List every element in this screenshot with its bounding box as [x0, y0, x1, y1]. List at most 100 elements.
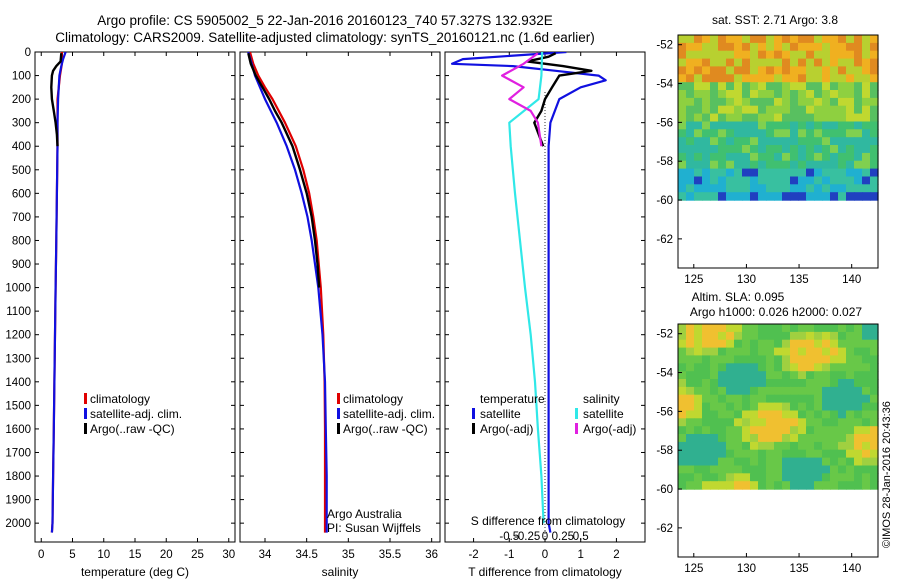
map-cell: [830, 402, 839, 412]
map-cell: [798, 66, 807, 75]
map-cell: [854, 394, 863, 404]
map-cell: [806, 90, 815, 99]
map-cell: [718, 97, 727, 107]
map-cell: [710, 449, 719, 459]
map-cell: [678, 465, 687, 474]
map-cell: [846, 434, 855, 443]
map-cell: [702, 379, 711, 388]
map-cell: [838, 441, 847, 451]
map-cell: [678, 386, 687, 396]
salinity-series-argo-raw-qc-: [247, 52, 321, 288]
map-cell: [750, 90, 759, 99]
map-cell: [726, 66, 735, 75]
map-cell: [838, 402, 847, 412]
map-cell: [854, 339, 863, 349]
map-cell: [862, 379, 871, 388]
map-cell: [782, 379, 791, 388]
map-cell: [710, 145, 719, 154]
map-cell: [734, 160, 743, 170]
map-cell: [862, 137, 871, 146]
map-cell: [790, 473, 799, 482]
figure-title-line1: Argo profile: CS 5905002_5 22-Jan-2016 2…: [97, 13, 553, 28]
map-cell: [678, 434, 687, 443]
map-y-tick-label: -62: [656, 234, 673, 246]
x-tick-label: 10: [97, 549, 110, 561]
map-cell: [814, 449, 823, 459]
map-cell: [678, 113, 687, 123]
map-cell: [870, 418, 879, 427]
map-cell: [846, 176, 855, 185]
map-cell: [846, 152, 855, 162]
map-cell: [766, 66, 775, 75]
map-cell: [726, 192, 735, 201]
map-cell: [694, 324, 703, 333]
map-cell: [702, 324, 711, 333]
map-cell: [694, 410, 703, 419]
map-cell: [758, 434, 767, 443]
map-cell: [814, 355, 823, 364]
map-cell: [726, 386, 735, 396]
map-cell: [750, 379, 759, 388]
map-cell: [854, 371, 863, 380]
map-cell: [798, 418, 807, 427]
map-cell: [862, 355, 871, 364]
map-cell: [806, 434, 815, 443]
map-cell: [830, 331, 839, 341]
map-cell: [686, 152, 695, 162]
map-cell: [742, 465, 751, 474]
map-cell: [758, 82, 767, 91]
map-cell: [822, 145, 831, 154]
map-x-tick-label: 130: [737, 563, 756, 575]
map-cell: [838, 113, 847, 123]
map-cell: [830, 481, 839, 490]
map-cell: [750, 481, 759, 490]
map-cell: [702, 90, 711, 99]
map-cell: [790, 160, 799, 170]
map-cell: [750, 339, 759, 349]
map-cell: [838, 90, 847, 99]
map-cell: [814, 66, 823, 75]
map-cell: [742, 50, 751, 60]
salinity-annotation-line2: PI: Susan Wijffels: [327, 521, 421, 535]
map-cell: [822, 363, 831, 372]
map-cell: [870, 137, 879, 146]
temperature-series-satellite-adj-clim-: [50, 52, 67, 533]
map-y-tick-label: -58: [656, 445, 673, 457]
map-cell: [798, 192, 807, 201]
map-cell: [814, 90, 823, 99]
map-cell: [766, 35, 775, 44]
map-cell: [870, 331, 879, 341]
map-cell: [870, 347, 879, 357]
map-cell: [758, 331, 767, 341]
map-cell: [758, 42, 767, 52]
map-cell: [862, 449, 871, 459]
map-cell: [678, 168, 687, 178]
map-cell: [726, 97, 735, 107]
map-cell: [766, 82, 775, 91]
map-cell: [718, 105, 727, 115]
map-cell: [854, 324, 863, 333]
map-cell: [790, 35, 799, 44]
x2-tick-label: 0.5: [573, 531, 589, 543]
map-cell: [870, 160, 879, 170]
map-cell: [742, 184, 751, 193]
map-cell: [806, 339, 815, 349]
map-cell: [678, 82, 687, 91]
map-cell: [726, 426, 735, 435]
map-cell: [814, 410, 823, 419]
map-cell: [822, 402, 831, 412]
map-cell: [758, 137, 767, 146]
map-cell: [750, 145, 759, 154]
map-cell: [798, 105, 807, 115]
map-cell: [702, 152, 711, 162]
map-cell: [750, 129, 759, 138]
map-cell: [798, 465, 807, 474]
sla-map-title-line2: Argo h1000: 0.026 h2000: 0.027: [690, 305, 862, 319]
y-tick-label: 1600: [5, 424, 31, 436]
map-cell: [726, 473, 735, 482]
map-cell: [678, 121, 687, 130]
map-cell: [854, 418, 863, 427]
map-cell: [678, 481, 687, 490]
temperature-panel-frame: [34, 51, 236, 543]
map-cell: [790, 66, 799, 75]
